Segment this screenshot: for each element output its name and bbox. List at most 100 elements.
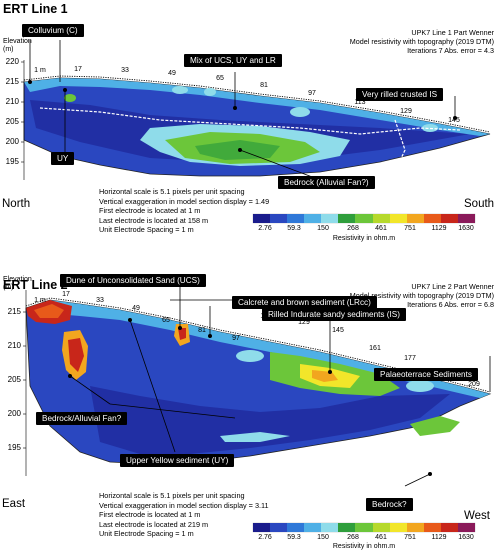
callout-palaeoterrace: Palaeoterrace Sediments [374, 368, 478, 381]
legend-tick: 461 [375, 225, 387, 232]
callout-rilled-is: Rilled Indurate sandy sediments (IS) [262, 308, 406, 321]
y-tick-label: 195 [8, 443, 22, 452]
legend-tick: 751 [404, 225, 416, 232]
legend-swatch [423, 214, 441, 223]
callout-leaders [27, 40, 457, 179]
legend-swatch [304, 523, 322, 532]
y-axis: 220 215 210 205 200 195 [6, 57, 25, 180]
legend-swatch [253, 523, 271, 532]
legend-tick: 751 [404, 534, 416, 541]
electrode-label: 17 [74, 66, 82, 73]
electrode-label: 177 [404, 355, 416, 362]
legend-swatch [372, 214, 390, 223]
legend-tick-labels: 2.76 59.3 150 268 461 751 1129 1630 [253, 225, 475, 235]
electrode-label: 209 [468, 381, 480, 388]
electrode-label: 65 [216, 75, 224, 82]
section-notes: Horizontal scale is 5.1 pixels per unit … [99, 187, 270, 235]
callout-bedrock: Bedrock? [366, 498, 413, 511]
callout-rilled-crusted-is: Very rilled crusted IS [356, 88, 444, 101]
y-tick-label: 200 [8, 409, 22, 418]
electrode-label: 65 [162, 317, 170, 324]
legend-tick: 2.76 [258, 225, 272, 232]
legend-swatch [372, 523, 390, 532]
electrode-label: 17 [62, 291, 70, 298]
electrode-label: 33 [121, 67, 129, 74]
legend-swatch [389, 523, 407, 532]
legend-swatch [321, 523, 339, 532]
callout-uy: UY [51, 152, 75, 165]
legend-swatch [253, 214, 271, 223]
y-tick-label: 205 [8, 375, 22, 384]
callout-dune-ucs: Dune of Unconsolidated Sand (UCS) [60, 274, 206, 287]
electrode-label: 81 [198, 327, 206, 334]
electrode-label: 49 [168, 70, 176, 77]
legend-units: Resistivity in ohm.m [332, 543, 396, 550]
ert-line-2-panel: ERT Line 2 Elevation (m) UPK7 Line 2 Par… [0, 274, 500, 550]
legend-swatch [440, 214, 458, 223]
y-tick-label: 215 [8, 307, 22, 316]
legend-swatch [406, 523, 424, 532]
legend-tick: 1129 [431, 225, 447, 232]
legend-tick: 461 [375, 534, 387, 541]
direction-left: East [2, 498, 26, 510]
callout-leaders [68, 278, 491, 487]
electrode-label: 129 [400, 108, 412, 115]
direction-left: North [2, 198, 31, 210]
legend-tick: 150 [317, 225, 329, 232]
electrode-labels: 1 m 17 33 49 65 81 97 113 129 145 [34, 66, 460, 124]
y-tick-label: 200 [6, 137, 20, 146]
legend-swatch [389, 214, 407, 223]
panel-title: ERT Line 2 [3, 278, 68, 292]
legend-swatch [270, 523, 288, 532]
legend-swatch [423, 523, 441, 532]
legend-swatch [355, 523, 373, 532]
legend-swatch [440, 523, 458, 532]
callout-bedrock-alluvial-fan: Bedrock (Alluvial Fan?) [278, 176, 375, 189]
legend-tick: 1630 [458, 225, 474, 232]
legend-tick: 2.76 [258, 534, 272, 541]
legend-swatch [355, 214, 373, 223]
ert-line-1-panel: ERT Line 1 Elevation (m) UPK7 Line 1 Par… [0, 0, 500, 272]
legend-swatch [287, 523, 305, 532]
ert-line-1-section: 220 215 210 205 200 195 1 m 17 33 49 65 … [6, 40, 491, 224]
electrode-label: 113 [354, 99, 365, 106]
electrode-label: 1 m [34, 297, 46, 304]
elevation-axis-label: Elevation (m) [3, 276, 32, 291]
elevation-axis-label: Elevation (m) [3, 38, 32, 53]
y-tick-label: 195 [6, 157, 20, 166]
callout-bedrock-alluvial-fan: Bedrock/Alluvial Fan? [36, 412, 128, 425]
legend-swatch [287, 214, 305, 223]
electrode-label: 161 [369, 345, 381, 352]
legend-color-bar [253, 214, 476, 223]
direction-right: South [464, 198, 495, 210]
legend-tick: 150 [317, 534, 329, 541]
legend-swatch [338, 523, 356, 532]
electrode-label: 49 [132, 305, 140, 312]
model-info: UPK7 Line 2 Part Wenner Model resistivit… [349, 282, 494, 309]
callout-upper-yellow-uy: Upper Yellow sediment (UY) [120, 454, 235, 467]
direction-right: West [464, 510, 490, 522]
model-info: UPK7 Line 1 Part Wenner Model resistivit… [349, 28, 494, 55]
y-tick-label: 210 [6, 97, 20, 106]
legend-swatch [304, 214, 322, 223]
callout-calcrete-lrcc: Calcrete and brown sediment (LRcc) [232, 296, 377, 309]
legend-swatch [321, 214, 339, 223]
legend-tick: 59.3 [287, 225, 301, 232]
legend-swatch [457, 523, 476, 532]
panel-title: ERT Line 1 [3, 2, 68, 16]
electrode-label: 129 [298, 319, 310, 326]
electrode-label: 81 [260, 82, 268, 89]
legend-units: Resistivity in ohm.m [332, 235, 396, 242]
electrode-label: 97 [232, 335, 240, 342]
legend-color-bar [253, 523, 476, 532]
electrode-label: 145 [448, 117, 460, 124]
y-tick-label: 205 [6, 117, 20, 126]
legend-swatch [270, 214, 288, 223]
legend-swatch [338, 214, 356, 223]
legend-swatch [457, 214, 476, 223]
legend-tick: 1630 [458, 534, 474, 541]
y-tick-label: 220 [6, 57, 20, 66]
electrode-label: 97 [308, 90, 316, 97]
y-tick-label: 215 [6, 77, 20, 86]
legend-tick: 268 [347, 534, 359, 541]
